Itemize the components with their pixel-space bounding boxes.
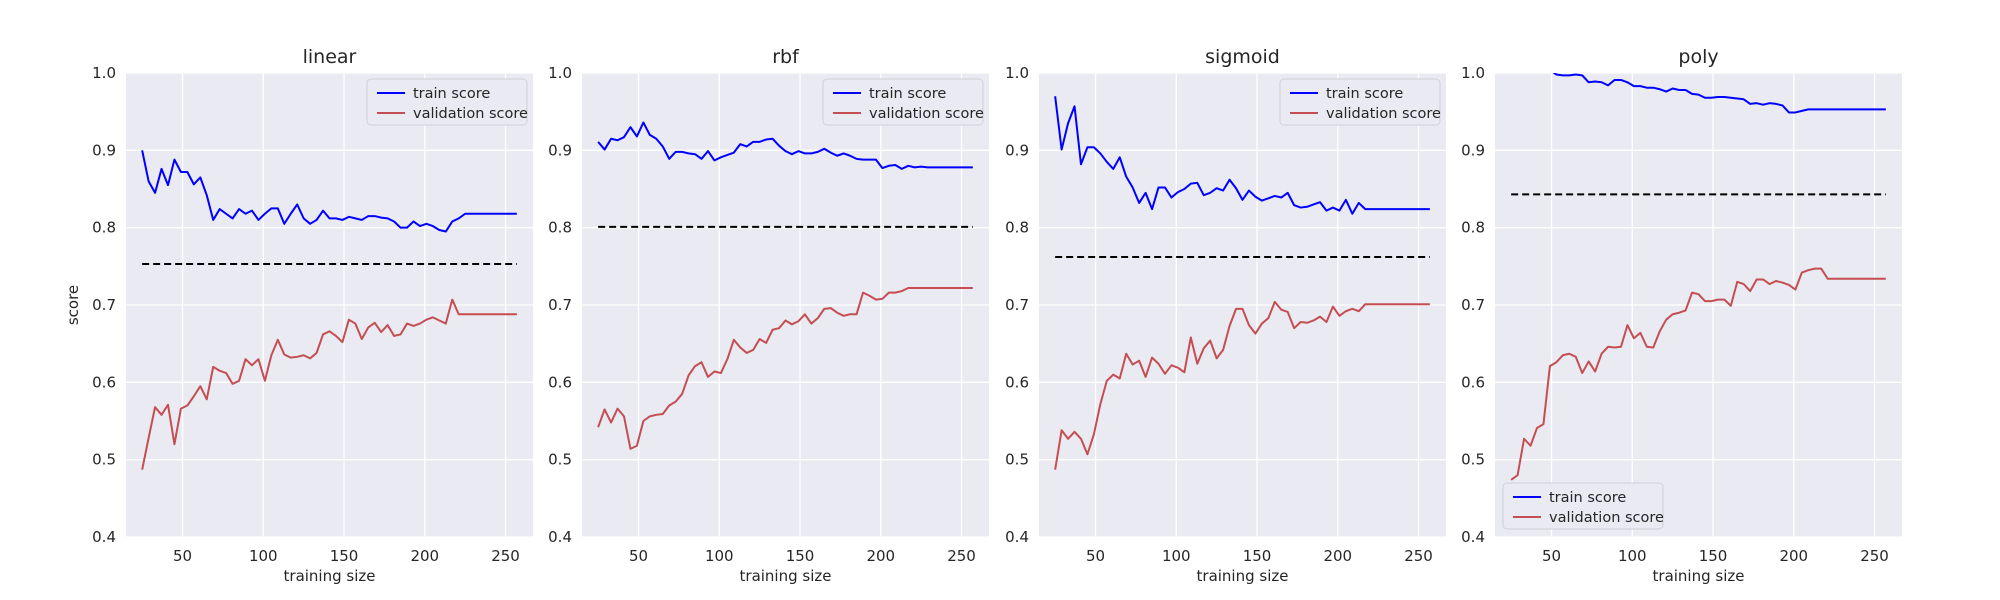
legend-label: train score [1549,490,1626,506]
y-tick-label: 0.6 [92,373,116,391]
y-tick-label: 0.7 [548,296,572,314]
panel-title: sigmoid [1205,46,1280,68]
legend-label: validation score [1326,106,1441,122]
plot-data [1510,73,1886,481]
y-tick-label: 0.6 [1005,373,1029,391]
y-tick-label: 0.5 [92,451,116,469]
x-tick-label: 100 [705,547,734,565]
y-tick-label: 0.9 [1005,141,1029,159]
panel-sigmoid: 0.4 0.5 0.6 0.7 0.8 0.9 1.0 50 100 150 200 250 sigmo… [1005,46,1446,585]
legend: train score validation score [366,78,528,126]
x-tick-label: 50 [629,547,648,565]
y-tick-label: 0.7 [1461,296,1485,314]
legend-box [1279,78,1441,126]
y-axis-label: score [64,285,82,325]
y-tick-label: 0.4 [1461,528,1485,546]
x-tick-label: 150 [330,547,359,565]
y-tick-label: 1.0 [92,64,116,82]
legend-box [822,78,984,126]
y-tick-label: 0.9 [92,141,116,159]
x-axis-label: training size [1197,567,1289,585]
x-tick-label: 50 [173,547,192,565]
y-tick-label: 0.8 [548,219,572,237]
y-tick-label: 0.8 [1461,219,1485,237]
validation-score-line [141,298,517,470]
validation-score-line [597,286,973,450]
panel-title: rbf [772,46,800,68]
x-axis-label: training size [740,567,832,585]
legend: train score validation score [1279,78,1441,126]
x-axis-label: training size [284,567,376,585]
y-tick-label: 0.4 [548,528,572,546]
x-tick-label: 200 [866,547,895,565]
x-tick-label: 200 [1323,547,1352,565]
train-score-line [1552,73,1886,114]
y-tick-label: 0.9 [548,141,572,159]
plot-data [597,121,973,450]
legend-label: validation score [869,106,984,122]
panel-title: linear [303,46,357,68]
x-tick-label: 150 [1699,547,1728,565]
x-tick-label: 150 [786,547,815,565]
plot-data [141,150,517,470]
y-tick-label: 0.5 [1005,451,1029,469]
y-tick-label: 0.4 [1005,528,1029,546]
legend-label: train score [413,86,490,102]
legend-box [1502,482,1664,530]
y-tick-label: 0.9 [1461,141,1485,159]
y-tick-label: 0.8 [1005,219,1029,237]
validation-score-line [1510,267,1886,481]
y-tick-label: 1.0 [1005,64,1029,82]
y-tick-label: 0.5 [548,451,572,469]
y-tick-label: 0.4 [92,528,116,546]
x-tick-label: 100 [1618,547,1647,565]
legend-label: validation score [1549,510,1664,526]
train-score-line [1054,96,1430,215]
panel-rbf: 0.40.50.60.70.80.91.050 100 150 200 250rbftr… [548,46,989,585]
y-tick-label: 0.6 [1461,373,1485,391]
panel-linear: 0.4 0.5 0.6 0.7 0.8 0.9 1.0 50 100 150 200 250 linea… [64,46,533,585]
y-tick-label: 1.0 [548,64,572,82]
x-tick-label: 50 [1086,547,1105,565]
legend: train score validation score [822,78,984,126]
y-tick-label: 0.6 [548,373,572,391]
x-tick-label: 50 [1542,547,1561,565]
legend-label: validation score [413,106,528,122]
x-tick-label: 200 [410,547,439,565]
legend-label: train score [869,86,946,102]
x-tick-label: 150 [1243,547,1272,565]
x-axis-label: training size [1653,567,1745,585]
x-tick-label: 100 [1162,547,1191,565]
y-tick-label: 0.7 [92,296,116,314]
x-tick-label: 100 [249,547,278,565]
x-tick-label: 250 [1404,547,1433,565]
validation-score-line [1054,300,1430,470]
train-score-line [141,150,517,233]
x-tick-label: 200 [1779,547,1808,565]
panel-title: poly [1678,46,1718,68]
y-tick-label: 0.7 [1005,296,1029,314]
panel-poly: 0.4 0.5 0.6 0.7 0.8 0.9 1.0 50 100 150 200 250 poly t… [1461,46,1902,585]
train-score-line [597,121,973,170]
legend: train score validation score [1502,482,1664,530]
y-tick-label: 0.8 [92,219,116,237]
legend-label: train score [1326,86,1403,102]
legend-box [366,78,528,126]
plot-data [1054,96,1430,470]
x-tick-label: 250 [491,547,520,565]
x-tick-label: 250 [947,547,976,565]
y-tick-label: 1.0 [1461,64,1485,82]
x-tick-label: 250 [1860,547,1889,565]
y-tick-label: 0.5 [1461,451,1485,469]
